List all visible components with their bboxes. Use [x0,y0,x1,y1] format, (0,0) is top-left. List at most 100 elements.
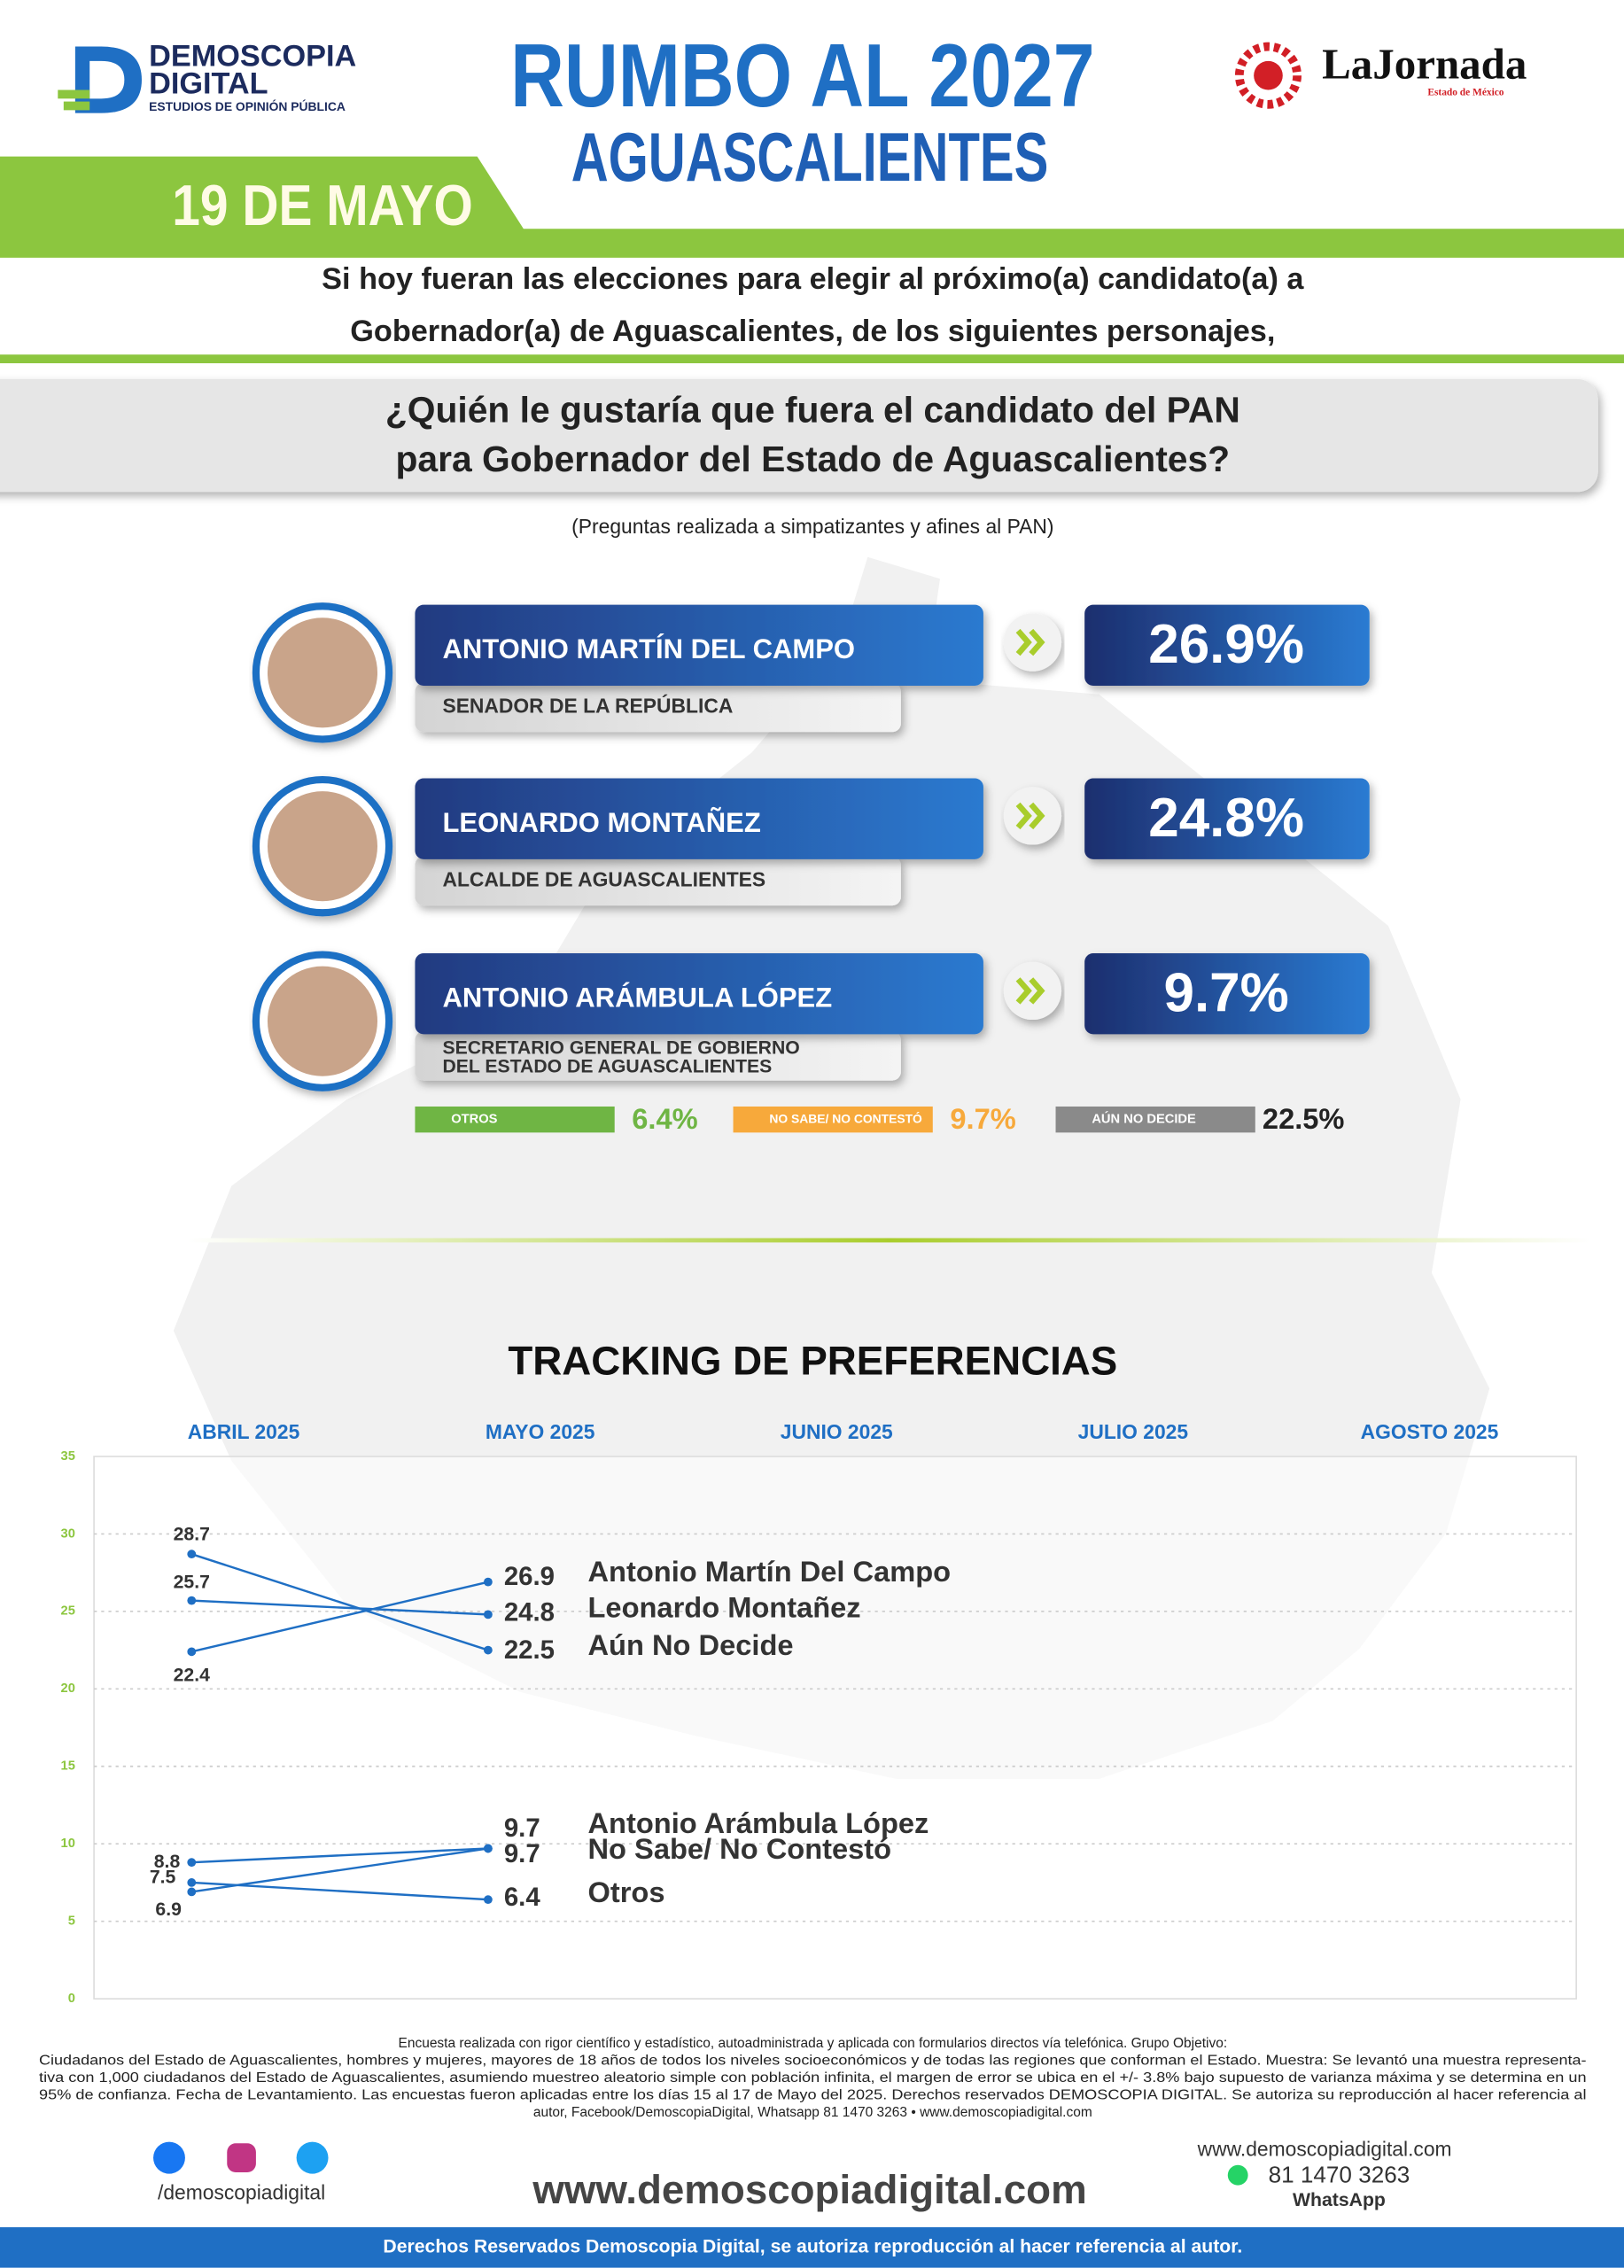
candidate-value: 24.8% [1148,788,1304,849]
brand-sub: ESTUDIOS DE OPINIÓN PÚBLICA [149,98,346,113]
y-tick-label: 15 [61,1759,75,1774]
series-point [187,1858,197,1868]
whatsapp: WhatsApp [1293,2190,1386,2210]
brand: DIGITAL [149,67,268,101]
value-box [1084,778,1370,859]
photo [267,966,378,1076]
disclaimer: Encuesta realizada con rigor científico … [398,2036,1227,2051]
data-label: 9.7 [504,1814,540,1843]
rights: Derechos Reservados Demoscopia Digital, … [383,2236,1242,2256]
y-tick-label: 20 [61,1682,75,1696]
y-tick-label: 25 [61,1604,75,1619]
candidate-role: DEL ESTADO DE AGUASCALIENTES [442,1057,772,1077]
disclaimer: 95% de confianza. Fecha de Levantamiento… [39,2088,1586,2103]
plot-area [93,1456,1577,2000]
arrow-circle [1003,613,1062,672]
series-line [191,1599,488,1616]
others-name: AÚN NO DECIDE [1092,1111,1196,1127]
candidate-name: ANTONIO MARTÍN DEL CAMPO [442,633,855,664]
data-label: 25.7 [174,1573,210,1593]
candidate-name: ANTONIO ARÁMBULA LÓPEZ [442,981,832,1013]
partner-sub: Estado de México [1427,87,1504,97]
candidate-value: 26.9% [1148,614,1304,675]
series-point [187,1887,197,1897]
candidate-role: SENADOR DE LA REPÚBLICA [442,695,733,718]
value-box [1084,604,1370,687]
series-point [187,1647,197,1657]
legend-label: Antonio Arámbula López [588,1806,929,1839]
series-line [191,1847,488,1864]
data-label: 26.9 [504,1562,555,1591]
y-tick-label: 35 [61,1449,75,1464]
data-label: 6.4 [504,1883,540,1912]
data-label: 22.5 [504,1635,555,1665]
data-label: 7.5 [150,1868,176,1888]
name-bar [415,952,983,1035]
candidate-value: 9.7% [1163,962,1288,1023]
legend-label: Otros [588,1876,665,1908]
others-name: NO SABE/ NO CONTESTÓ [769,1110,922,1125]
series-point [187,1596,197,1605]
others-value: 6.4% [632,1102,697,1135]
social-handle: /demoscopiadigital [158,2180,325,2203]
series-line [190,1552,489,1651]
legend-label: No Sabe/ No Contestó [588,1832,892,1865]
others-value: 22.5% [1263,1102,1345,1135]
partner-logo [1234,42,1302,109]
social-icons [153,2141,1248,2186]
candidate-name: LEONARDO MONTAÑEZ [442,807,760,838]
chart-title: TRACKING DE PREFERENCIAS [508,1339,1117,1384]
intro-line: Gobernador(a) de Aguascalientes, de los … [350,315,1275,348]
note: (Preguntas realizada a simpatizantes y a… [571,515,1053,538]
series-point [483,1577,493,1587]
value-box [1084,952,1370,1035]
partner: LaJornada [1322,39,1527,88]
x-tick-label: ABRIL 2025 [188,1420,300,1443]
role-bar [415,682,901,733]
phone: 81 1470 3263 [1269,2162,1410,2188]
role-bar [415,1031,901,1081]
subtitle: AGUASCALIENTES [571,118,1049,196]
series-line [191,1881,488,1901]
photo [267,791,378,902]
others-name: OTROS [451,1113,497,1127]
arrow-circle [1003,787,1062,845]
others-bar [733,1106,933,1133]
logo [58,46,142,113]
arrow [1015,977,1045,1005]
legend-label: Leonardo Montañez [588,1591,861,1624]
header-band [0,156,1624,258]
candidate-role: ALCALDE DE AGUASCALIENTES [442,867,765,890]
website-small: www.demoscopiadigital.com [1197,2137,1452,2160]
data-label: 8.8 [154,1852,181,1872]
others-value: 9.7% [950,1102,1015,1135]
disclaimer: tiva con 1,000 ciudadanos del Estado de … [39,2070,1586,2085]
x-tick-label: AGOSTO 2025 [1361,1420,1499,1443]
data-label: 22.4 [174,1666,210,1686]
legend-label: Antonio Martín Del Campo [588,1555,952,1588]
series-point [187,1550,197,1559]
y-tick-label: 10 [61,1837,75,1851]
name-bar [415,604,983,687]
data-label: 28.7 [174,1525,210,1545]
series-line [190,1581,489,1653]
question-line: para Gobernador del Estado de Aguascalie… [396,439,1231,479]
y-tick-label: 5 [68,1915,75,1929]
name-bar [415,778,983,859]
data-label: 9.7 [504,1839,540,1868]
brand: DEMOSCOPIA [149,40,356,74]
footer-bar [0,2226,1624,2268]
divider [0,354,1624,364]
intro-line: Si hoy fueran las elecciones para elegir… [322,262,1304,296]
x-tick-label: JUNIO 2025 [781,1420,893,1443]
website: www.demoscopiadigital.com [532,2167,1086,2212]
series-point [187,1878,197,1887]
question-line: ¿Quién le gustaría que fuera el candidat… [385,389,1240,430]
role-bar [415,856,901,906]
arrow [1015,628,1045,656]
photo [267,617,378,728]
arrow-circle [1003,961,1062,1021]
candidate-role: SECRETARIO GENERAL DE GOBIERNO [442,1037,799,1058]
y-tick-label: 30 [61,1526,75,1541]
